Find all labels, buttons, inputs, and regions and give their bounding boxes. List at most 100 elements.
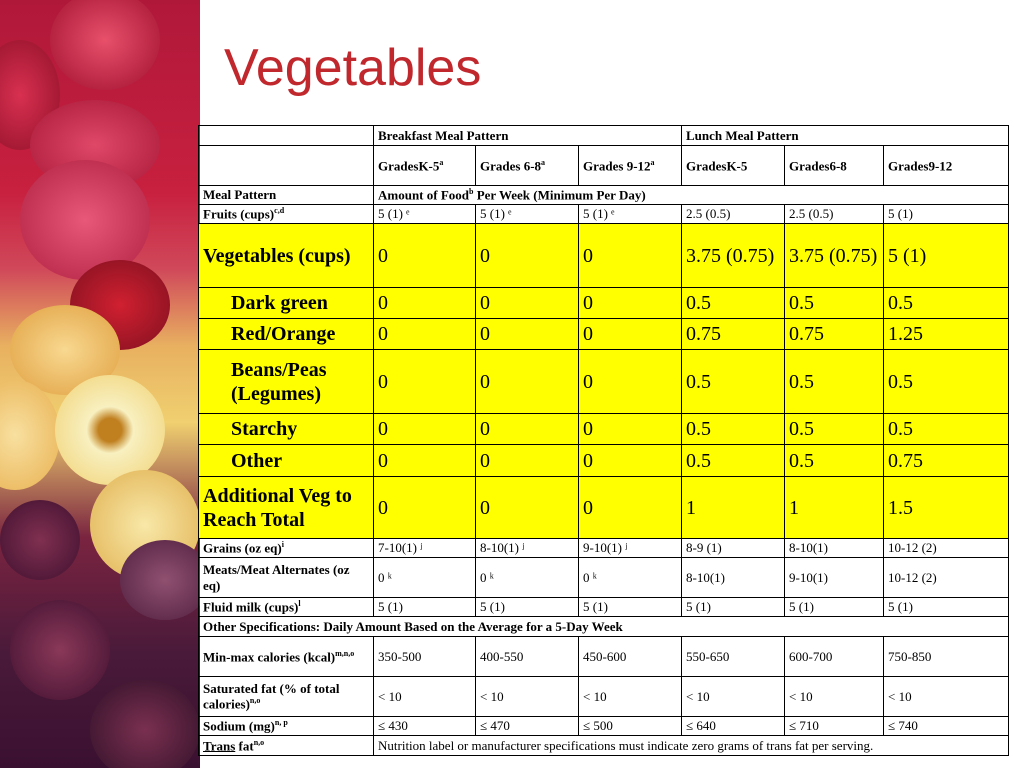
table-row: Grains (oz eq)i 7-10(1) ʲ 8-10(1) ʲ 9-10(1)… (198, 538, 1010, 558)
row-label: Dark green (198, 287, 374, 319)
table-cell: 5 (1) (681, 597, 785, 617)
table-cell: ≤ 430 (373, 716, 476, 736)
table-cell: 0 (578, 444, 682, 477)
table-cell: 0.5 (784, 287, 884, 319)
row-label: Fruits (cups)c,d (198, 204, 374, 224)
table-cell: 0 (475, 287, 579, 319)
table-cell: 5 (1) (373, 597, 476, 617)
table-cell: ≤ 500 (578, 716, 682, 736)
table-row: Min-max calories (kcal)m,n,o 350-500 400-5… (198, 636, 1010, 677)
table-cell: 10-12 (2) (882, 557, 1010, 598)
table-cell: 0.75 (681, 318, 785, 350)
table-cell: 8-9 (1) (681, 538, 785, 558)
row-label: Additional Veg to Reach Total (198, 476, 374, 539)
table-row: Beans/Peas (Legumes) 0 0 0 0.5 0.5 0.5 (198, 349, 1010, 414)
table-cell: 1 (681, 476, 785, 539)
table-row: Sodium (mg)n, p ≤ 430 ≤ 470 ≤ 500 ≤ 640 ≤ 710… (198, 716, 1010, 736)
table-cell: 400-550 (475, 636, 579, 677)
table-cell: 0 (475, 223, 579, 288)
row-label: Min-max calories (kcal)m,n,o (198, 636, 374, 677)
grade-header: GradesK-5a (373, 145, 476, 186)
table-cell: 350-500 (373, 636, 476, 677)
row-label: Saturated fat (% of total calories)n,o (198, 676, 374, 717)
table-cell: 0.5 (681, 287, 785, 319)
slide-title: Vegetables (224, 39, 482, 97)
lunch-header: Lunch Meal Pattern (680, 125, 1010, 146)
table-cell: 10-12 (2) (882, 538, 1010, 558)
table-cell: 8-10(1) (784, 538, 884, 558)
table-cell: 5 (1) ᵉ (578, 204, 682, 224)
table-cell: 0.75 (784, 318, 884, 350)
table-cell: < 10 (882, 676, 1010, 717)
table-cell: 5 (1) (475, 597, 579, 617)
table-cell: ≤ 740 (882, 716, 1010, 736)
table-cell: 1.5 (882, 476, 1010, 539)
table-cell: < 10 (784, 676, 884, 717)
row-label: Beans/Peas (Legumes) (198, 349, 374, 414)
table-cell: 0 (373, 476, 476, 539)
row-label: Starchy (198, 413, 374, 445)
table-cell: 0.5 (882, 349, 1010, 414)
table-cell: 0 (475, 476, 579, 539)
table-cell: 0 (373, 413, 476, 445)
grade-header: Grades 6-8a (475, 145, 579, 186)
table-cell: 0 (373, 444, 476, 477)
row-label: Meats/Meat Alternates (oz eq) (198, 557, 374, 598)
table-cell: 0.5 (681, 349, 785, 414)
table-cell: 0.5 (784, 349, 884, 414)
table-cell: < 10 (373, 676, 476, 717)
table-cell: 9-10(1) ʲ (578, 538, 682, 558)
grade-header: Grades6-8 (784, 145, 884, 186)
table-cell: 0 (475, 349, 579, 414)
meal-pattern-label: Meal Pattern (198, 185, 374, 205)
berries-photo (0, 0, 200, 768)
table-cell: 1 (784, 476, 884, 539)
table-cell: 550-650 (681, 636, 785, 677)
row-label: Red/Orange (198, 318, 374, 350)
table-cell: 5 (1) (882, 223, 1010, 288)
table-cell: 0 (373, 287, 476, 319)
table-cell: 750-850 (882, 636, 1010, 677)
table-cell: 0 (578, 318, 682, 350)
table-cell: 0 ᵏ (373, 557, 476, 598)
table-cell: 2.5 (0.5) (784, 204, 884, 224)
table-cell: 0 (475, 413, 579, 445)
breakfast-header: Breakfast Meal Pattern (373, 125, 682, 146)
meal-pattern-table: Breakfast Meal Pattern Lunch Meal Pattern… (197, 125, 1010, 756)
grade-header: Grades 9-12a (578, 145, 682, 186)
table-cell: 5 (1) (882, 204, 1010, 224)
table-cell: 0 ᵏ (578, 557, 682, 598)
table-row: Dark green 0 0 0 0.5 0.5 0.5 (198, 287, 1010, 319)
trans-fat-label: Trans fatn,o (198, 735, 374, 756)
table-row: Other 0 0 0 0.5 0.5 0.75 (198, 444, 1010, 477)
table-cell: 0 (578, 287, 682, 319)
table-cell: < 10 (681, 676, 785, 717)
table-cell: < 10 (475, 676, 579, 717)
table-cell: 2.5 (0.5) (681, 204, 785, 224)
table-cell: 0.5 (681, 413, 785, 445)
table-cell: 0 (578, 223, 682, 288)
amount-header: Amount of Foodb Per Week (Minimum Per Da… (372, 185, 1010, 205)
table-cell: 5 (1) (882, 597, 1010, 617)
table-cell: 5 (1) (578, 597, 682, 617)
row-label: Other (198, 444, 374, 477)
row-label: Sodium (mg)n, p (198, 716, 374, 736)
table-row: Vegetables (cups) 0 0 0 3.75 (0.75) 3.75 (0.7… (198, 223, 1010, 288)
row-label: Fluid milk (cups)l (198, 597, 374, 617)
table-cell: 8-10(1) (681, 557, 785, 598)
table-cell: 0 (373, 318, 476, 350)
trans-fat-note: Nutrition label or manufacturer specific… (372, 735, 1010, 756)
table-cell: 450-600 (578, 636, 682, 677)
table-row: Red/Orange 0 0 0 0.75 0.75 1.25 (198, 318, 1010, 350)
table-cell: 0 (373, 349, 476, 414)
table-cell: 0 (578, 476, 682, 539)
table-cell: 5 (1) ᵉ (475, 204, 579, 224)
table-cell: 8-10(1) ʲ (475, 538, 579, 558)
table-cell: < 10 (578, 676, 682, 717)
table-cell: 3.75 (0.75) (681, 223, 785, 288)
table-row: Fluid milk (cups)l 5 (1) 5 (1) 5 (1) 5 (1) 5 … (198, 597, 1010, 617)
table-cell: 0 (578, 349, 682, 414)
table-cell: 600-700 (784, 636, 884, 677)
table-cell: 0 ᵏ (475, 557, 579, 598)
